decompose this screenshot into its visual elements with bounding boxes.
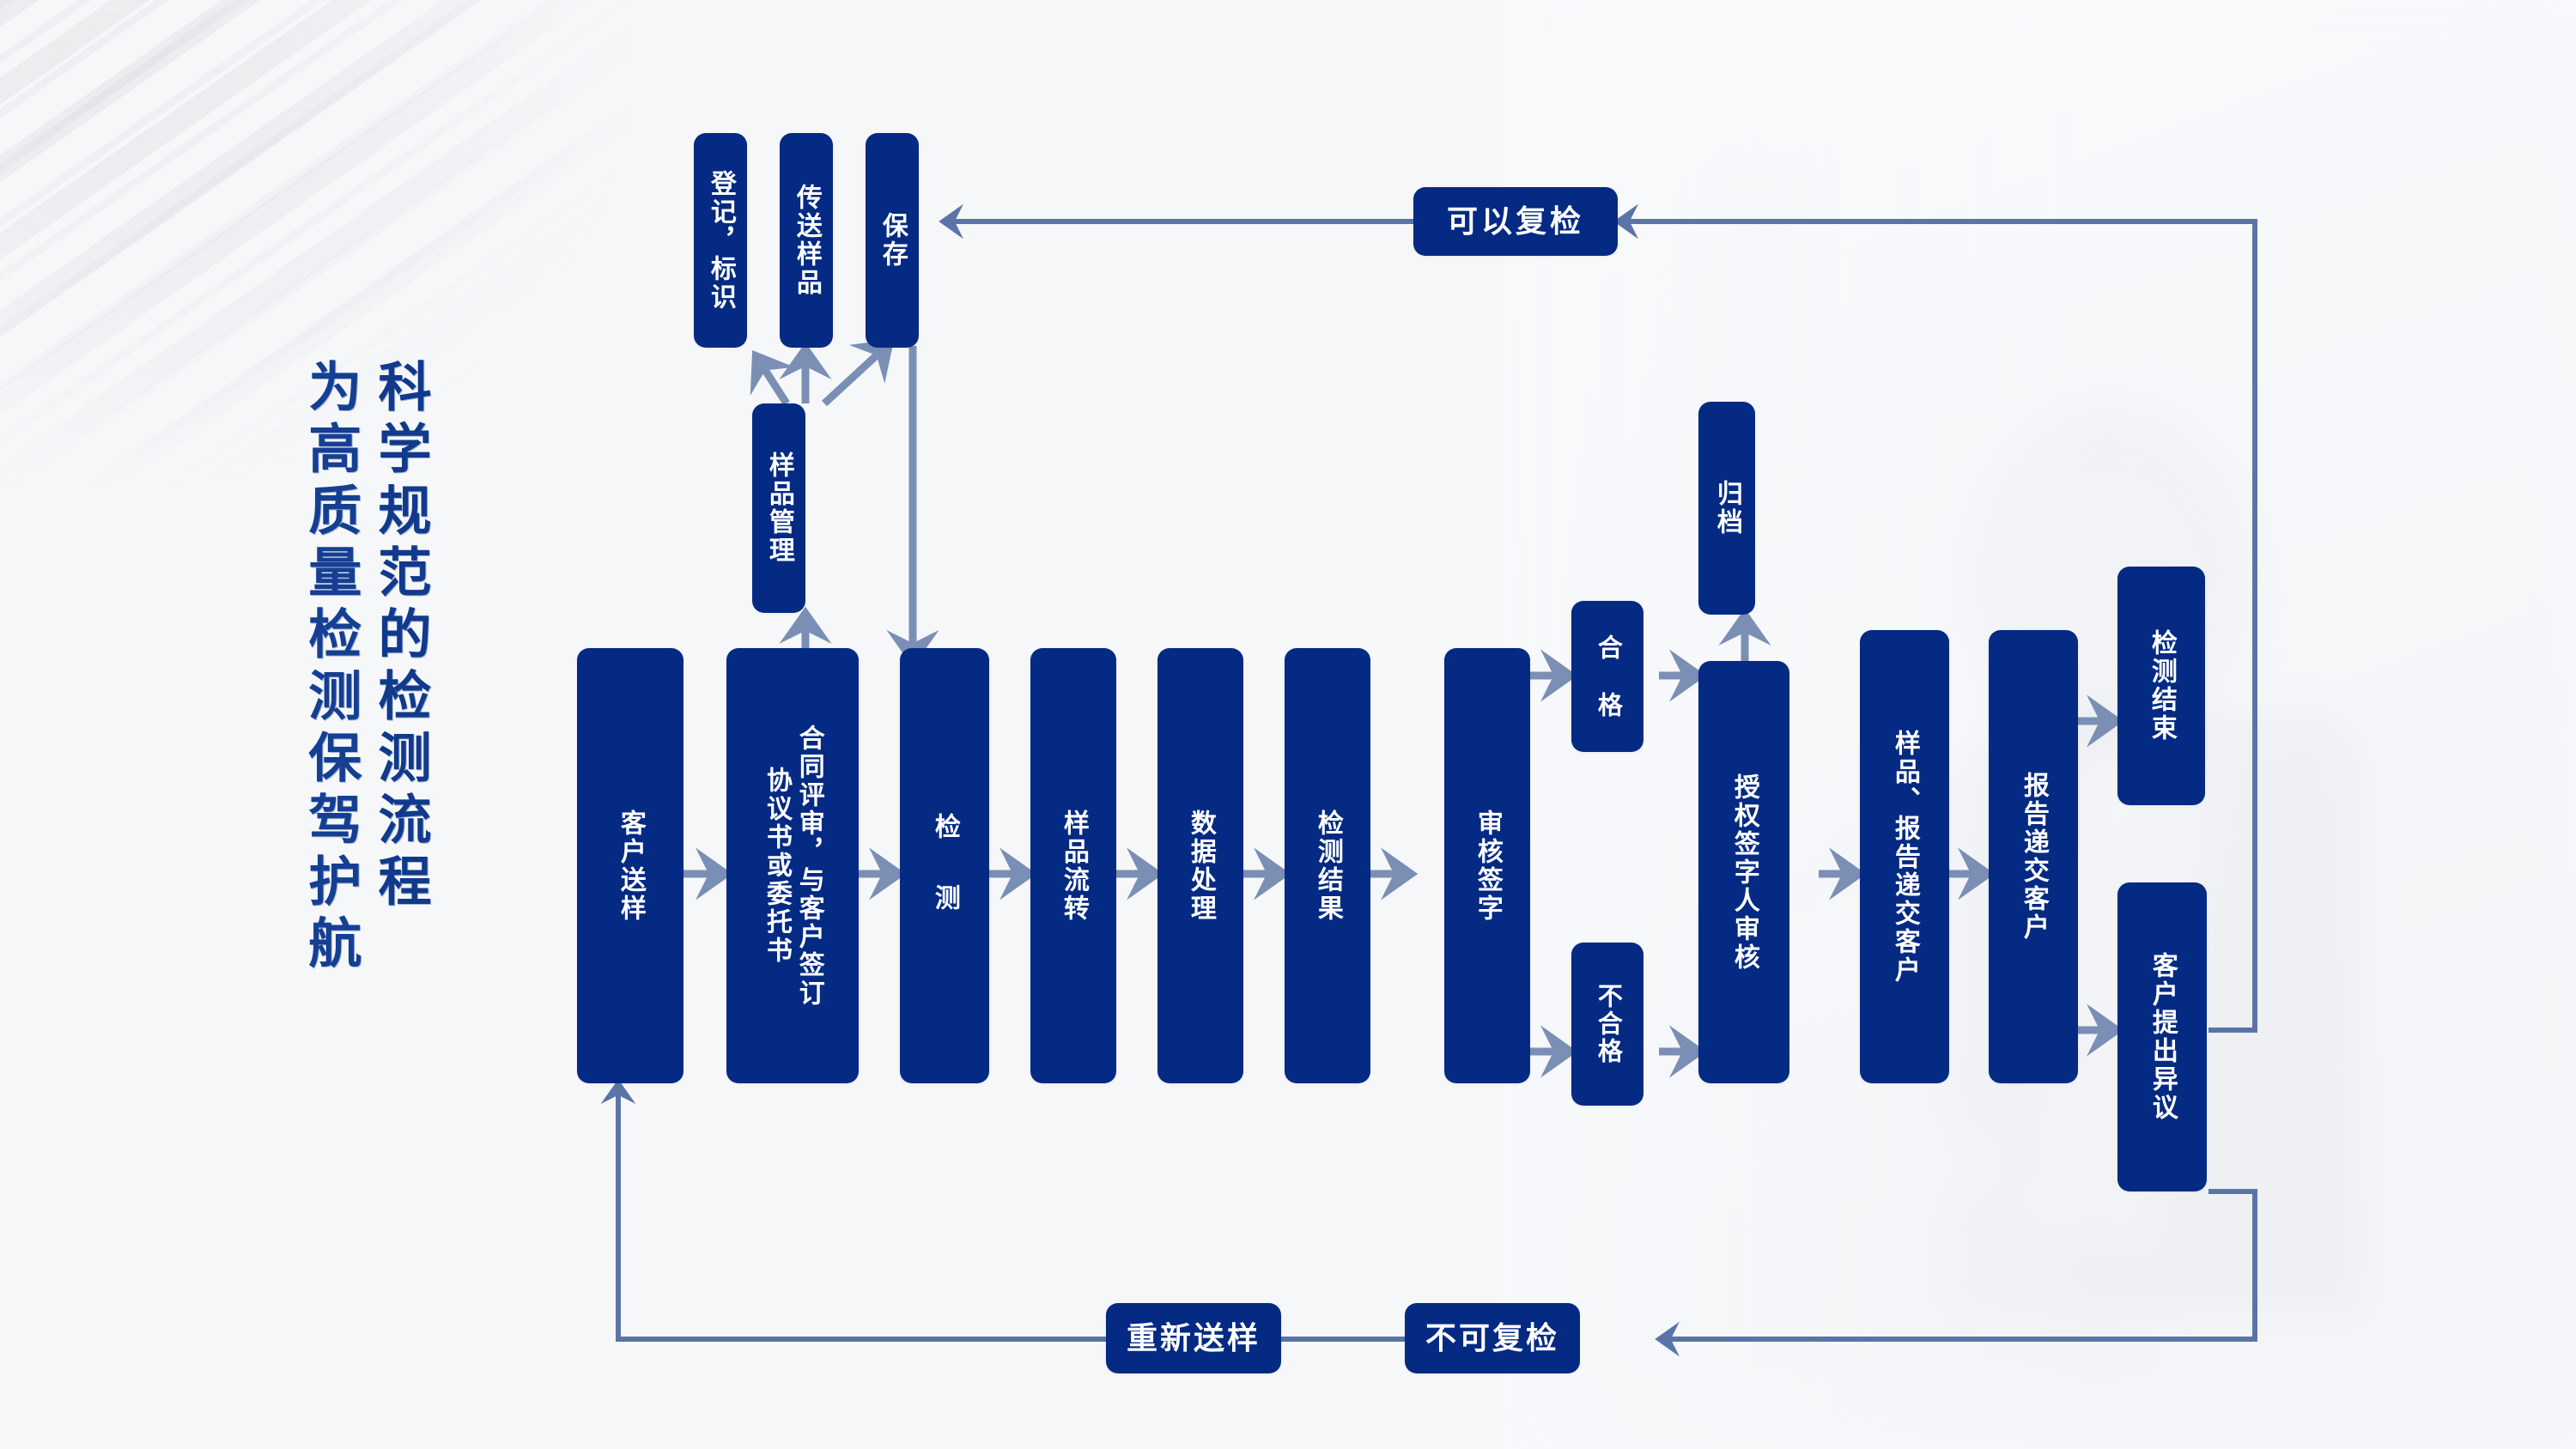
page-title-line-2: 为高质量检测保驾护航: [300, 359, 360, 977]
node-store-text: 保存: [878, 212, 907, 269]
node-authorized-signatory-review[interactable]: 授权签字人审核: [1698, 661, 1789, 1083]
node-qualified-text: 合 格: [1594, 634, 1622, 719]
node-sample-management[interactable]: 样品管理: [752, 403, 805, 613]
node-review-signature-text: 审核签字: [1473, 809, 1502, 923]
node-customer-objection-text: 客户提出异议: [2148, 952, 2177, 1122]
node-contract-review-text-b: 协议书或委托书: [762, 767, 791, 965]
node-customer-submit-text: 客户送样: [616, 809, 645, 923]
node-testing[interactable]: 检 测: [900, 648, 989, 1083]
node-resubmit-sample[interactable]: 重新送样: [1106, 1303, 1281, 1373]
node-archive-text: 归档: [1712, 480, 1741, 537]
node-unqualified-text: 不合格: [1594, 983, 1622, 1065]
node-sample-report-delivery-text: 样品、报告递交客户: [1890, 729, 1919, 985]
node-testing-text: 检 测: [930, 813, 959, 919]
node-transfer-sample[interactable]: 传送样品: [780, 133, 833, 348]
node-register-label-text: 登记，标识: [706, 169, 735, 312]
node-recheck-not-allowed-text: 不可复检: [1425, 1319, 1559, 1355]
node-register-label[interactable]: 登记，标识: [694, 133, 747, 348]
node-customer-submit[interactable]: 客户送样: [577, 648, 683, 1083]
node-report-delivery[interactable]: 报告递交客户: [1989, 630, 2078, 1083]
node-test-result-text: 检测结果: [1313, 809, 1342, 923]
node-qualified[interactable]: 合 格: [1571, 601, 1643, 752]
node-contract-review-text-a: 合同评审，与客户签订: [794, 724, 823, 1008]
node-data-processing[interactable]: 数据处理: [1157, 648, 1243, 1083]
node-sample-circulation-text: 样品流转: [1059, 809, 1088, 923]
page-title-line-1: 科学规范的检测流程: [369, 359, 429, 915]
node-review-signature[interactable]: 审核签字: [1444, 648, 1530, 1083]
node-archive[interactable]: 归档: [1698, 402, 1755, 615]
node-authorized-signatory-review-text: 授权签字人审核: [1729, 773, 1759, 972]
node-store[interactable]: 保存: [866, 133, 919, 348]
node-contract-review[interactable]: 合同评审，与客户签订 协议书或委托书: [726, 648, 859, 1083]
page-title: 科学规范的检测流程 为高质量检测保驾护航: [300, 359, 429, 977]
node-recheck-not-allowed[interactable]: 不可复检: [1405, 1303, 1580, 1373]
node-test-result[interactable]: 检测结果: [1285, 648, 1370, 1083]
node-testing-end-text: 检测结束: [2147, 629, 2176, 743]
node-recheck-allowed[interactable]: 可以复检: [1413, 187, 1618, 256]
node-resubmit-sample-text: 重新送样: [1126, 1319, 1261, 1355]
node-sample-management-text: 样品管理: [764, 452, 793, 565]
node-testing-end[interactable]: 检测结束: [2117, 567, 2205, 805]
node-report-delivery-text: 报告递交客户: [2019, 772, 2048, 942]
node-customer-objection[interactable]: 客户提出异议: [2117, 882, 2207, 1191]
node-transfer-sample-text: 传送样品: [792, 184, 821, 297]
node-sample-report-delivery[interactable]: 样品、报告递交客户: [1860, 630, 1949, 1083]
node-unqualified[interactable]: 不合格: [1571, 943, 1643, 1106]
node-data-processing-text: 数据处理: [1186, 809, 1215, 923]
node-sample-circulation[interactable]: 样品流转: [1030, 648, 1116, 1083]
node-recheck-allowed-text: 可以复检: [1446, 203, 1584, 239]
